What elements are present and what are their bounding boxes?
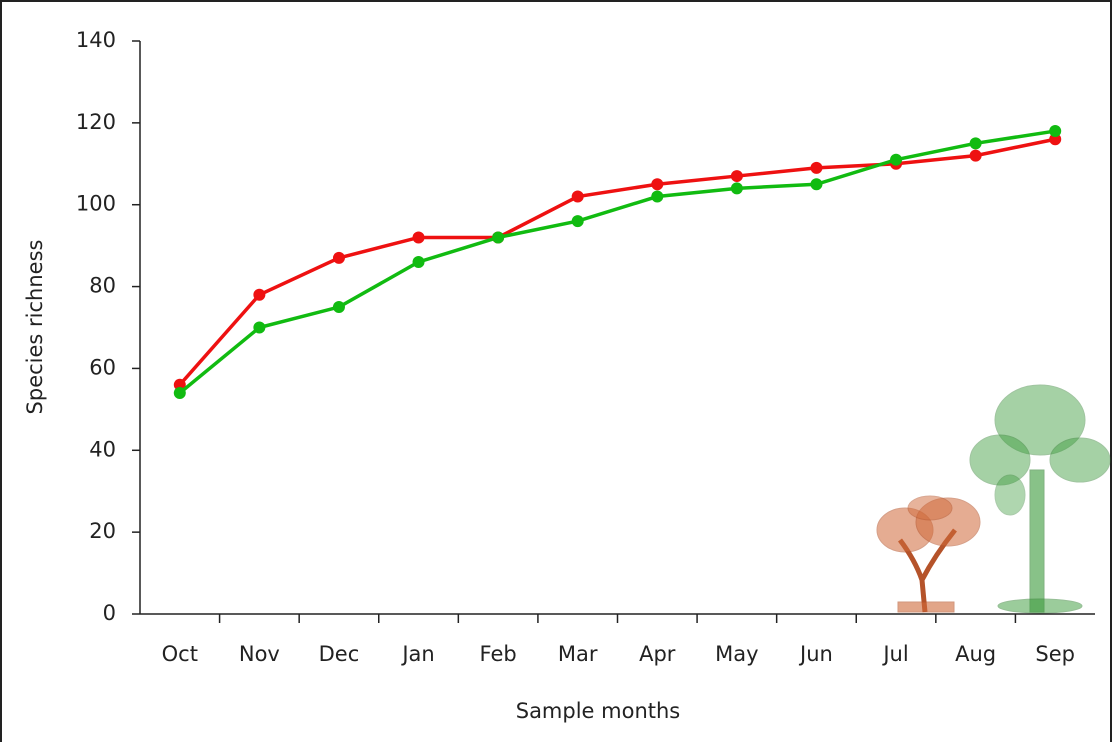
x-tick-label: Sep (1035, 642, 1075, 666)
point (970, 137, 982, 149)
x-tick-label: Jul (881, 642, 908, 666)
point (731, 170, 743, 182)
y-tick-label: 120 (76, 110, 116, 134)
y-tick-label: 100 (76, 192, 116, 216)
point (970, 150, 982, 162)
series-line (180, 139, 1055, 385)
y-tick-label: 80 (89, 274, 116, 298)
point (333, 252, 345, 264)
point (651, 191, 663, 203)
x-tick-label: Apr (639, 642, 676, 666)
point (810, 178, 822, 190)
x-tick-label: Jun (798, 642, 833, 666)
point (413, 231, 425, 243)
x-tick-label: Nov (239, 642, 280, 666)
point (1049, 125, 1061, 137)
x-tick-label: Oct (162, 642, 198, 666)
x-tick-label: Dec (319, 642, 360, 666)
page: {"chart_data": {"type": "line", "xlabel"… (0, 0, 1112, 742)
shrub-illustration (877, 496, 980, 612)
x-tick-label: Aug (955, 642, 996, 666)
x-tick-label: Jan (400, 642, 434, 666)
x-tick-label: May (715, 642, 758, 666)
point (651, 178, 663, 190)
x-tick-label: Feb (480, 642, 517, 666)
point (810, 162, 822, 174)
frame (1, 1, 1111, 742)
point (492, 231, 504, 243)
chart: Species richness Sample months 0 20 40 60 80… (0, 0, 1112, 742)
point (253, 322, 265, 334)
y-tick-label: 60 (89, 355, 116, 379)
y-tick-label: 40 (89, 437, 116, 461)
y-tick-label: 0 (103, 601, 116, 625)
y-axis-label: Species richness (23, 240, 47, 415)
palm-illustration (970, 385, 1110, 613)
point (731, 182, 743, 194)
x-axis-label: Sample months (516, 699, 681, 723)
point (572, 215, 584, 227)
y-tick-label: 140 (76, 28, 116, 52)
y-tick-label: 20 (89, 519, 116, 543)
point (890, 154, 902, 166)
point (253, 289, 265, 301)
point (333, 301, 345, 313)
x-tick-label: Mar (558, 642, 598, 666)
series-line (180, 131, 1055, 393)
point (572, 191, 584, 203)
point (174, 387, 186, 399)
point (413, 256, 425, 268)
